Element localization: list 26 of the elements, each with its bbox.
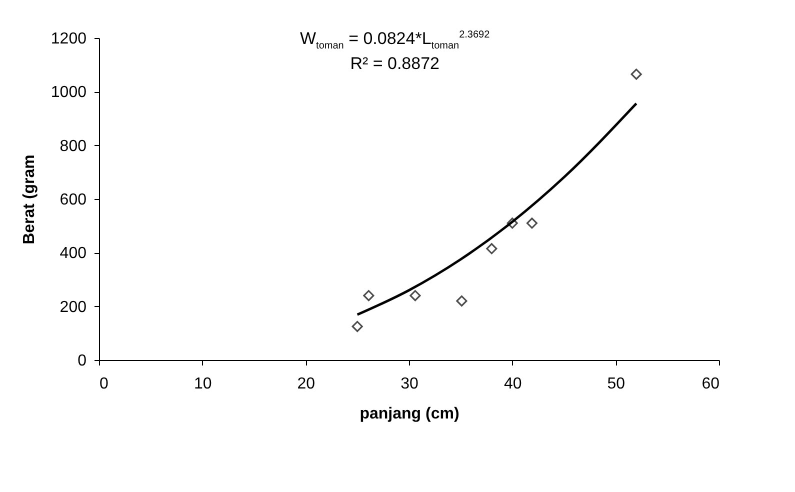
- point: [630, 68, 642, 80]
- point: [506, 218, 518, 229]
- x-tick-label: 30: [400, 376, 418, 392]
- y-tick-label: 1200: [50, 30, 87, 48]
- point: [526, 218, 538, 229]
- y-tick-label: 200: [60, 298, 87, 316]
- y-tick-label: 800: [60, 138, 87, 155]
- point: [410, 290, 421, 302]
- x-tick-label: 40: [504, 376, 522, 392]
- x-tick-label: 50: [607, 376, 626, 392]
- y-tick-label: 400: [60, 245, 87, 262]
- x-tick-label: 0: [100, 376, 108, 392]
- y-tick-label: 1000: [50, 84, 87, 102]
- x-tick-label: 60: [702, 376, 720, 392]
- point: [456, 295, 468, 307]
- y-tick-label: 0: [78, 352, 87, 370]
- annotation: R² = 0.8872: [349, 52, 440, 75]
- line-series: [356, 102, 638, 316]
- x-tick-label: 10: [194, 376, 212, 392]
- point: [363, 290, 374, 302]
- y-tick-label: 600: [60, 192, 87, 208]
- point: [352, 320, 363, 332]
- y-axis-title: Berat (gram: [20, 154, 38, 244]
- x-axis-title: panjang (cm): [360, 406, 460, 422]
- x-tick-label: 20: [297, 376, 316, 392]
- point: [486, 243, 498, 254]
